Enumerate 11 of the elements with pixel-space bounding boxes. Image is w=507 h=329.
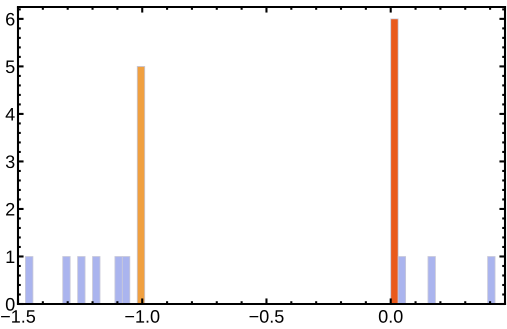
x-tick-label: −0.5 bbox=[250, 310, 284, 323]
y-tick-label: 6 bbox=[6, 12, 14, 26]
y-tick-label: 4 bbox=[6, 108, 15, 120]
x-tick-label: −1.0 bbox=[125, 310, 160, 323]
y-tick-label: 1 bbox=[6, 250, 14, 264]
x-tick-label: −1.5 bbox=[1, 310, 36, 323]
x-tick-label: 0.0 bbox=[378, 310, 403, 323]
y-tick-label: 0 bbox=[6, 298, 15, 311]
y-tick-label: 5 bbox=[6, 60, 14, 74]
y-tick-label: 3 bbox=[6, 155, 14, 168]
y-tick-label: 2 bbox=[6, 202, 14, 216]
